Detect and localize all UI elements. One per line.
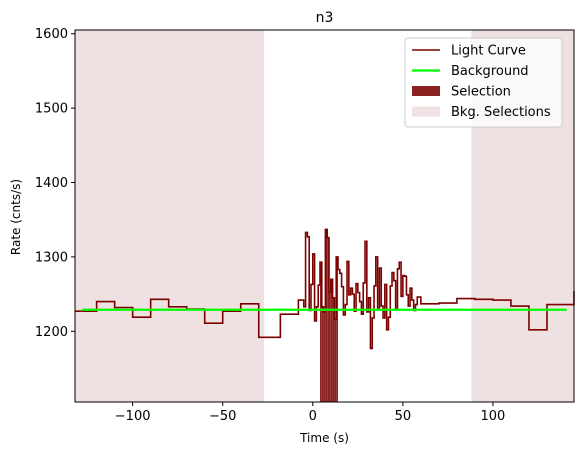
x-tick-label: 0: [309, 409, 317, 424]
x-tick-label: −50: [209, 409, 236, 424]
selection-bin: [327, 237, 330, 402]
selection-bin: [325, 229, 328, 402]
legend-swatch: [412, 86, 440, 96]
y-tick-label: 1600: [35, 27, 68, 42]
selection-bin: [329, 292, 331, 402]
legend-label: Bkg. Selections: [451, 105, 551, 120]
legend-swatch: [412, 106, 440, 117]
selection-bin: [319, 262, 322, 402]
legend: Light Curve Background Selection Bkg. Selec…: [404, 37, 563, 128]
y-tick-label: 1500: [35, 102, 68, 117]
selection-bin: [321, 306, 324, 402]
legend-box: [404, 37, 563, 128]
light-curve-layer: [75, 228, 575, 350]
chart-title: n3: [316, 10, 334, 26]
y-ticks: 1200 1300 1400 1500 1600: [35, 27, 75, 340]
x-axis-label: Time (s): [299, 431, 349, 445]
x-ticks: −100 −50 0 50 100: [115, 402, 506, 424]
y-axis-label: Rate (cnts/s): [9, 179, 23, 255]
legend-label: Selection: [451, 85, 511, 100]
selection-bin: [323, 311, 326, 402]
x-tick-label: −100: [115, 409, 151, 424]
legend-label: Light Curve: [451, 44, 526, 59]
legend-label: Background: [451, 64, 529, 79]
bkg-selection-region: [75, 30, 265, 402]
plot-frame: [74, 29, 575, 403]
x-tick-label: 100: [481, 409, 506, 424]
selection-layer: [319, 229, 339, 402]
y-tick-label: 1200: [35, 325, 68, 340]
selection-bin: [330, 279, 333, 402]
selection-bin: [336, 256, 339, 402]
x-tick-label: 50: [395, 409, 412, 424]
light-curve-line: [75, 228, 575, 350]
selection-bin: [334, 319, 337, 402]
y-tick-label: 1400: [35, 176, 68, 191]
y-tick-label: 1300: [35, 250, 68, 265]
selection-bin: [332, 297, 335, 402]
